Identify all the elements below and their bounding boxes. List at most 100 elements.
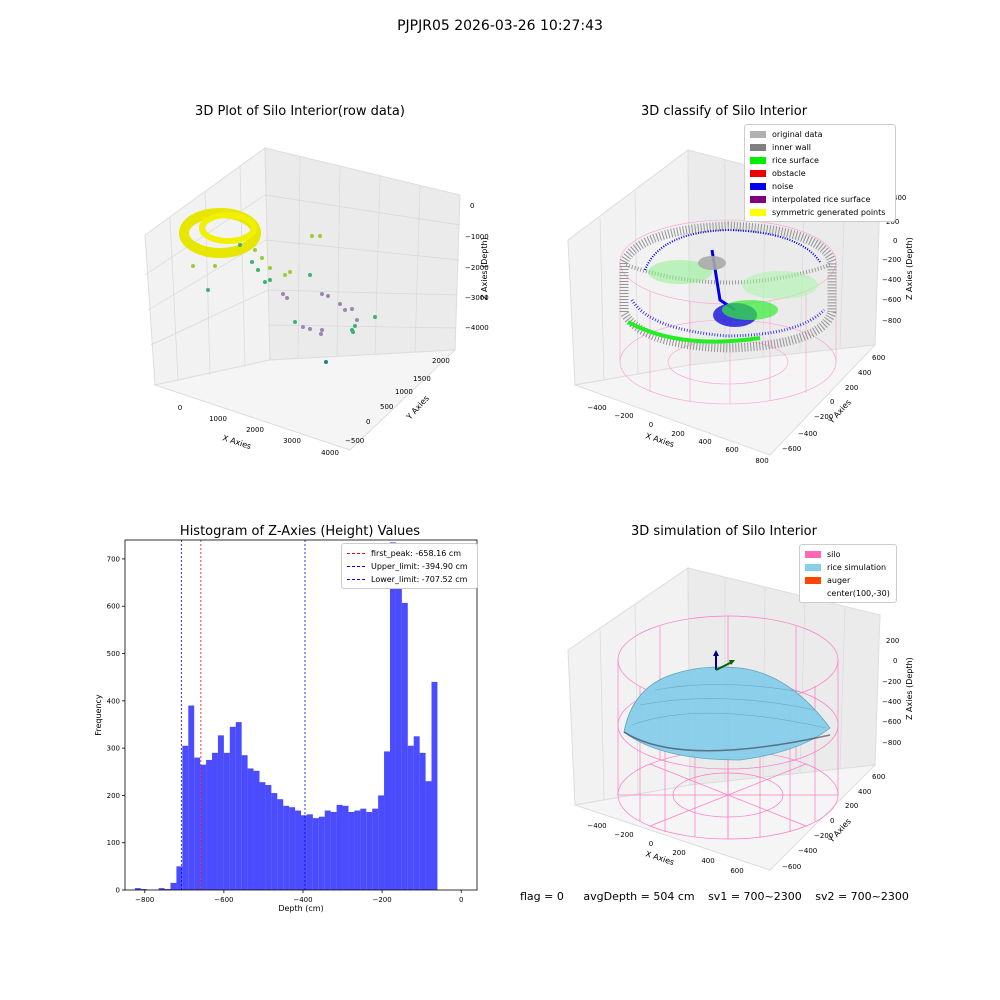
- legend-line: [347, 553, 365, 554]
- histogram-bar: [401, 602, 408, 890]
- histogram-bar: [312, 818, 319, 890]
- histogram-bar: [200, 764, 207, 890]
- histogram-bar: [170, 882, 177, 890]
- histogram-bar: [206, 759, 213, 890]
- histogram-bar: [265, 785, 272, 890]
- legend-label: auger: [827, 576, 851, 585]
- legend-label: rice surface: [772, 156, 819, 165]
- histogram-bar: [324, 810, 331, 890]
- histogram-bar: [158, 888, 165, 890]
- histogram-bar: [413, 736, 420, 890]
- histogram-bar: [348, 811, 355, 890]
- histogram-ytick-label: 300: [107, 745, 120, 753]
- avg-depth-value: avgDepth = 504 cm: [583, 890, 695, 903]
- legend-label: symmetric generated points: [772, 208, 886, 217]
- histogram-bar: [134, 888, 141, 890]
- legend-label: interpolated rice surface: [772, 195, 871, 204]
- legend-label: Lower_limit: -707.52 cm: [371, 575, 468, 584]
- histogram-bar: [217, 735, 224, 890]
- histogram-bar: [419, 752, 426, 890]
- histogram-bar: [235, 722, 242, 890]
- legend-swatch: [750, 209, 766, 216]
- histogram-bar: [336, 804, 343, 890]
- legend-swatch: [805, 551, 821, 558]
- histogram-bar: [378, 795, 385, 890]
- histogram-title: Histogram of Z-Axies (Height) Values: [179, 524, 421, 539]
- legend-swatch: [750, 170, 766, 177]
- histogram-bar: [241, 755, 248, 890]
- histogram-bar: [188, 705, 195, 890]
- classify-legend: original data inner wall rice surface ob…: [744, 124, 896, 222]
- histogram-ytick-label: 0: [116, 887, 120, 895]
- legend-label: noise: [772, 182, 794, 191]
- histogram-xtick-label: −800: [135, 896, 154, 904]
- histogram-bar: [431, 681, 438, 890]
- flag-value: flag = 0: [520, 890, 564, 903]
- histogram-axes-frame: [124, 539, 478, 891]
- histogram-bar: [259, 782, 266, 890]
- histogram-bar: [223, 752, 230, 890]
- legend-label: inner wall: [772, 143, 812, 152]
- legend-label: Upper_limit: -394.90 cm: [371, 562, 468, 571]
- histogram-bar: [395, 583, 402, 890]
- legend-line: [347, 579, 365, 580]
- histogram-bar: [277, 799, 284, 890]
- simulation-plot-title: 3D simulation of Silo Interior: [631, 524, 817, 539]
- histogram-bar: [164, 889, 171, 890]
- histogram-bar: [306, 814, 313, 890]
- legend-label: center(100,-30): [827, 589, 890, 598]
- legend-swatch: [750, 183, 766, 190]
- legend-swatch: [750, 196, 766, 203]
- histogram-bar: [295, 810, 301, 890]
- legend-label: original data: [772, 130, 823, 139]
- histogram-xlabel: Depth (cm): [278, 904, 323, 913]
- histogram-bar: [283, 805, 290, 890]
- raw-plot-title: 3D Plot of Silo Interior(row data): [195, 104, 405, 119]
- histogram-bar: [366, 811, 373, 890]
- histogram-ytick-label: 500: [107, 650, 120, 658]
- histogram-bar: [318, 816, 325, 890]
- histogram-bar: [176, 866, 183, 890]
- legend-label: obstacle: [772, 169, 806, 178]
- histogram-ylabel: Frequency: [94, 694, 103, 736]
- histogram-bar: [407, 745, 414, 890]
- histogram-bar: [372, 808, 379, 890]
- histogram-xtick-label: −600: [214, 896, 233, 904]
- histogram-bar: [384, 751, 390, 890]
- histogram-bar: [354, 810, 361, 890]
- legend-swatch: [805, 590, 821, 597]
- legend-swatch: [805, 564, 821, 571]
- histogram-bar: [271, 793, 278, 890]
- legend-swatch: [750, 144, 766, 151]
- histogram-bar: [425, 781, 432, 890]
- histogram-bar: [301, 815, 307, 890]
- simulation-legend: silo rice simulation auger center(100,-3…: [799, 544, 897, 603]
- histogram-bar: [229, 726, 236, 890]
- histogram-legend: first_peak: -658.16 cm Upper_limit: -394…: [341, 543, 478, 589]
- classify-plot-title: 3D classify of Silo Interior: [640, 104, 808, 119]
- legend-line: [347, 566, 365, 567]
- histogram-bar: [194, 757, 201, 890]
- histogram-bar: [360, 808, 367, 890]
- histogram-bar: [212, 752, 218, 890]
- histogram-xtick-label: −200: [372, 896, 391, 904]
- histogram-bar: [330, 811, 337, 890]
- sv1-value: sv1 = 700~2300: [708, 890, 802, 903]
- legend-label: first_peak: -658.16 cm: [371, 549, 462, 558]
- histogram-bar: [289, 807, 296, 890]
- legend-label: rice simulation: [827, 563, 887, 572]
- histogram-bar: [247, 768, 254, 890]
- legend-label: silo: [827, 550, 841, 559]
- histogram-xtick-label: 0: [459, 896, 463, 904]
- figure-title: PJPJR05 2026-03-26 10:27:43: [397, 18, 603, 34]
- histogram-bar: [389, 542, 396, 890]
- legend-swatch: [750, 157, 766, 164]
- legend-swatch: [750, 131, 766, 138]
- legend-swatch: [805, 577, 821, 584]
- histogram-bar: [140, 889, 147, 890]
- status-footer: flag = 0 avgDepth = 504 cm sv1 = 700~230…: [520, 890, 919, 903]
- histogram-bar: [182, 745, 189, 890]
- histogram-bar: [342, 805, 349, 890]
- histogram-xtick-label: −400: [293, 896, 312, 904]
